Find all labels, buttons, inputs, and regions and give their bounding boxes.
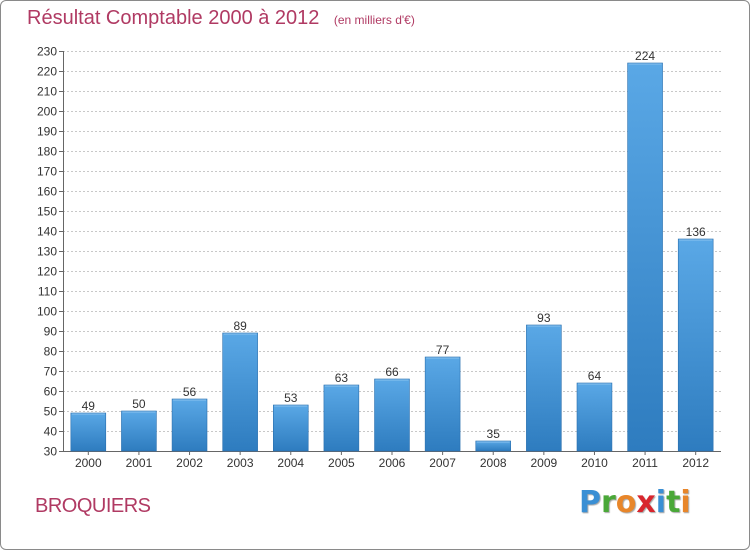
- x-tick-label-2001: 2001: [126, 456, 153, 470]
- data-label-2007: 77: [436, 343, 450, 357]
- logo-letter: i: [680, 485, 691, 520]
- data-label-2000: 49: [82, 399, 96, 413]
- bar-2007[interactable]: [424, 356, 461, 452]
- x-tick-label-2011: 2011: [632, 456, 658, 470]
- bar-2001[interactable]: [121, 410, 157, 452]
- logo-letter: o: [615, 485, 637, 520]
- logo-letter: x: [636, 485, 656, 520]
- title-row: Résultat Comptable 2000 à 2012 (en milli…: [27, 7, 415, 30]
- x-tick-label-2000: 2000: [75, 456, 102, 470]
- bar-2003[interactable]: [222, 332, 258, 452]
- y-tick-label: 90: [44, 325, 58, 339]
- y-tick-label: 100: [37, 305, 57, 319]
- x-tick-labels: 2000 2001 2002 2003 2004 2005 2006 2007 2008 2009…: [75, 456, 709, 470]
- y-tick-label: 140: [37, 225, 57, 239]
- y-tick-label: 200: [37, 105, 57, 119]
- logo-letter: P: [579, 485, 601, 520]
- y-tick-label: 180: [37, 145, 57, 159]
- x-tick-label-2004: 2004: [277, 456, 304, 470]
- y-tick-label: 120: [37, 265, 57, 279]
- y-tick-label: 230: [37, 45, 57, 59]
- chart-title: Résultat Comptable 2000 à 2012: [27, 7, 320, 29]
- x-tick-label-2005: 2005: [328, 456, 355, 470]
- bar-2002[interactable]: [171, 398, 208, 452]
- data-label-2011: 224: [635, 49, 655, 63]
- x-tick-label-2008: 2008: [480, 456, 507, 470]
- proxiti-logo[interactable]: Proxiti: [579, 485, 691, 520]
- data-label-2002: 56: [183, 385, 197, 399]
- data-label-2006: 66: [385, 365, 399, 379]
- y-tick-label: 110: [38, 285, 57, 299]
- y-tick-label: 170: [37, 165, 57, 179]
- x-tick-label-2012: 2012: [682, 456, 709, 470]
- logo-letter: t: [666, 485, 681, 520]
- data-label-2010: 64: [588, 369, 602, 383]
- bar-2008[interactable]: [475, 440, 511, 452]
- y-tick-label: 50: [44, 405, 58, 419]
- y-tick-label: 40: [44, 425, 58, 439]
- logo-letter: i: [655, 485, 667, 520]
- data-label-2001: 50: [132, 397, 146, 411]
- y-tick-label: 210: [37, 85, 57, 99]
- data-label-2012: 136: [686, 225, 706, 239]
- bar-2012[interactable]: [677, 238, 714, 452]
- commune-name: BROQUIERS: [35, 495, 151, 517]
- data-label-2008: 35: [487, 427, 501, 441]
- x-tick-label-2006: 2006: [379, 456, 406, 470]
- bar-2005[interactable]: [323, 384, 360, 452]
- bar-2010[interactable]: [576, 382, 613, 452]
- data-label-2009: 93: [537, 311, 551, 325]
- bar-chart: 30 40 50 60 70 80 90 100 110 120 130 140 150 160 170 18…: [37, 45, 721, 470]
- x-tick-label-2003: 2003: [227, 456, 254, 470]
- data-labels: 49 50 56 89 53 63 66 77 35 93 64 224 136: [82, 49, 706, 441]
- x-tick-label-2002: 2002: [176, 456, 203, 470]
- x-tick-label-2010: 2010: [581, 456, 608, 470]
- bars: [70, 62, 714, 452]
- x-tick-label-2009: 2009: [530, 456, 557, 470]
- y-tick-label: 80: [44, 345, 58, 359]
- data-label-2005: 63: [335, 371, 349, 385]
- y-tick-label: 30: [44, 445, 58, 459]
- bar-2009[interactable]: [526, 324, 562, 452]
- bar-2000[interactable]: [70, 412, 107, 452]
- y-tick-label: 190: [37, 125, 57, 139]
- logo-letter: r: [601, 485, 616, 520]
- axes: [59, 51, 721, 455]
- y-tick-labels: 30 40 50 60 70 80 90 100 110 120 130 140 150 160 170 18…: [37, 45, 57, 459]
- y-tick-label: 220: [37, 65, 57, 79]
- data-label-2003: 89: [233, 319, 247, 333]
- x-tick-label-2007: 2007: [429, 456, 456, 470]
- bar-2006[interactable]: [374, 378, 410, 452]
- bar-2004[interactable]: [273, 404, 309, 452]
- y-tick-label: 150: [37, 205, 57, 219]
- y-tick-label: 70: [44, 365, 58, 379]
- chart-subtitle: (en milliers d'€): [333, 13, 415, 27]
- bar-2011[interactable]: [627, 62, 663, 452]
- data-label-2004: 53: [284, 391, 298, 405]
- y-tick-label: 130: [37, 245, 57, 259]
- y-tick-label: 160: [37, 185, 57, 199]
- y-tick-label: 60: [44, 385, 58, 399]
